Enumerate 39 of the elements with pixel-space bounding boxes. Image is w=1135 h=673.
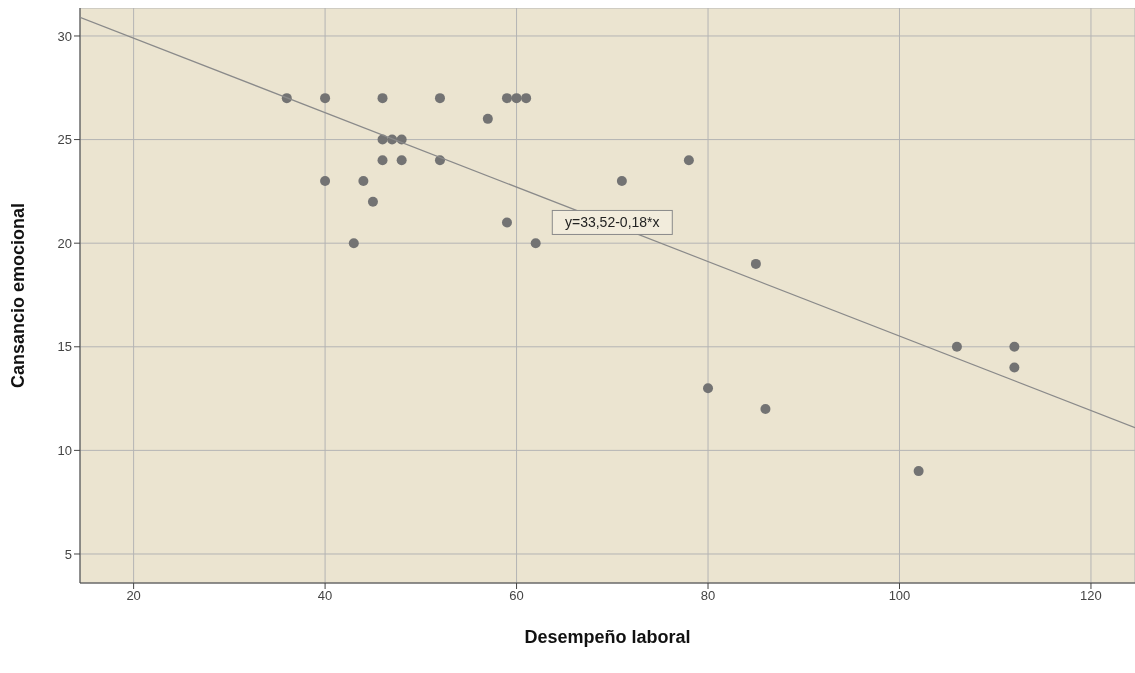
point — [1009, 341, 1020, 352]
y-tick-label: 5 — [64, 546, 72, 562]
point — [396, 155, 407, 166]
point — [377, 155, 388, 166]
x-tick-label: 60 — [509, 588, 524, 604]
x-tick-label: 20 — [126, 588, 141, 604]
point — [750, 258, 761, 269]
point — [320, 176, 331, 187]
x-tick-label: 80 — [700, 588, 716, 604]
point — [1009, 362, 1020, 373]
x-tick-label: 100 — [888, 588, 911, 604]
point — [530, 238, 541, 249]
point — [501, 217, 512, 228]
point — [482, 113, 493, 124]
y-tick-label: 30 — [57, 28, 72, 44]
point — [377, 93, 388, 104]
point — [703, 383, 714, 394]
point — [616, 176, 627, 187]
point — [434, 93, 445, 104]
point — [511, 93, 522, 104]
x-tick-label: 120 — [1080, 588, 1102, 604]
y-tick-label: 25 — [57, 132, 72, 148]
point — [913, 466, 924, 477]
y-tick-label: 20 — [57, 235, 72, 251]
point — [683, 155, 694, 166]
point — [320, 93, 331, 104]
x-axis-title: Desempeño laboral — [524, 627, 691, 647]
point — [951, 341, 962, 352]
annotation: y=33,52-0,18*x — [565, 214, 660, 231]
point — [348, 238, 359, 249]
point — [501, 93, 512, 104]
point — [760, 403, 771, 414]
point — [521, 93, 532, 104]
point — [367, 196, 378, 207]
y-tick-label: 10 — [57, 443, 72, 458]
x-tick-label: 40 — [317, 588, 333, 604]
y-axis-title: Cansancio emocional — [8, 202, 29, 389]
point — [358, 176, 369, 187]
y-tick-label: 15 — [57, 339, 72, 355]
